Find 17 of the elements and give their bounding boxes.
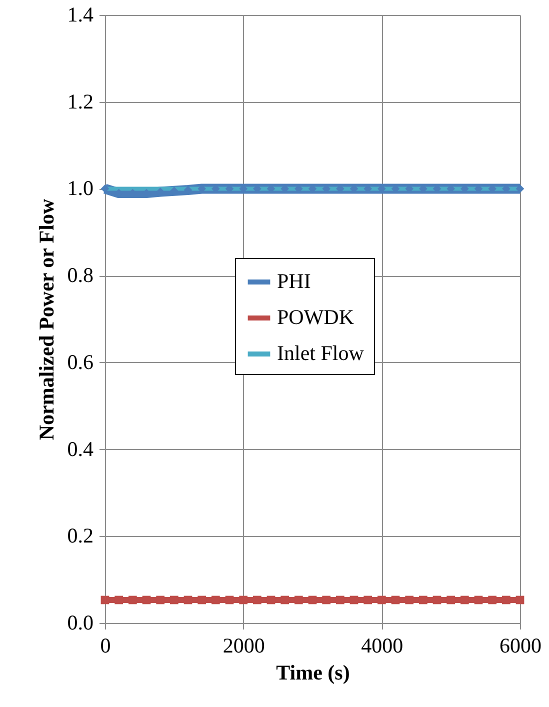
x-axis-title: Time (s)	[276, 660, 350, 684]
y-tick-label: 1.2	[67, 89, 94, 114]
y-axis-title: Normalized Power or Flow	[34, 198, 58, 440]
y-tick-label: 0.6	[67, 350, 94, 374]
x-tick-label: 4000	[361, 634, 404, 658]
legend-label: Inlet Flow	[277, 341, 365, 365]
y-tick-label: 1.0	[67, 176, 94, 200]
x-tick-label: 6000	[500, 634, 542, 658]
y-tick-label: 0.0	[67, 610, 94, 634]
y-tick-label: 0.8	[67, 263, 94, 288]
x-tick-label: 0	[100, 634, 111, 658]
legend-label: POWDK	[277, 305, 354, 329]
y-tick-label: 0.4	[67, 436, 94, 461]
legend-label: PHI	[277, 269, 311, 293]
x-tick-label: 2000	[222, 634, 265, 658]
y-tick-label: 0.2	[67, 524, 94, 548]
y-tick-label: 1.4	[67, 2, 94, 26]
